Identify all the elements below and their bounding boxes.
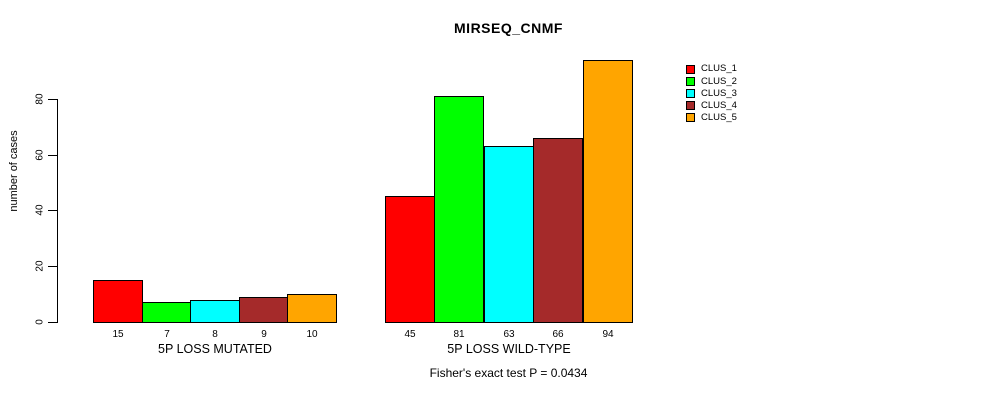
legend-label: CLUS_1 [701, 63, 737, 75]
x-axis-group-label: 5P LOSS MUTATED [158, 342, 272, 356]
y-axis-line [57, 99, 58, 323]
legend-item-clus_5: CLUS_5 [686, 112, 737, 124]
bar-value-label: 9 [261, 329, 267, 340]
legend-item-clus_3: CLUS_3 [686, 87, 737, 99]
legend-item-clus_2: CLUS_2 [686, 75, 737, 87]
legend-item-clus_1: CLUS_1 [686, 63, 737, 75]
y-axis-tick-label: 40 [34, 204, 46, 216]
legend-label: CLUS_4 [701, 99, 737, 111]
bar-5p-loss-wild-type-clus_2 [434, 96, 484, 323]
bar-5p-loss-wild-type-clus_3 [484, 146, 534, 323]
y-axis-tick [48, 322, 57, 323]
bar-5p-loss-wild-type-clus_1 [385, 196, 435, 323]
bar-value-label: 63 [503, 329, 515, 340]
bar-5p-loss-wild-type-clus_4 [533, 138, 583, 323]
bar-value-label: 10 [306, 329, 318, 340]
y-axis-tick-label: 80 [34, 93, 46, 105]
bar-value-label: 8 [212, 329, 218, 340]
legend: CLUS_1 CLUS_2 CLUS_3 CLUS_4 CLUS_5 [686, 63, 737, 124]
legend-item-clus_4: CLUS_4 [686, 100, 737, 112]
y-axis-tick-label: 20 [34, 260, 46, 272]
legend-swatch-icon [686, 113, 695, 123]
bar-value-label: 7 [164, 329, 170, 340]
y-axis-tick [48, 210, 57, 211]
bar-5p-loss-mutated-clus_5 [287, 294, 337, 323]
legend-swatch-icon [686, 76, 695, 86]
bar-5p-loss-mutated-clus_2 [142, 302, 192, 323]
bar-5p-loss-mutated-clus_3 [190, 300, 240, 323]
bar-5p-loss-mutated-clus_1 [93, 280, 143, 323]
bar-value-label: 94 [602, 329, 614, 340]
legend-label: CLUS_2 [701, 75, 737, 87]
y-axis-tick [48, 155, 57, 156]
bar-value-label: 45 [404, 329, 416, 340]
legend-swatch-icon [686, 101, 695, 111]
y-axis-tick [48, 99, 57, 100]
fisher-test-caption: Fisher's exact test P = 0.0434 [429, 366, 588, 380]
legend-swatch-icon [686, 64, 695, 74]
y-axis-tick-label: 60 [34, 149, 46, 161]
chart-title: MIRSEQ_CNMF [454, 20, 563, 36]
y-axis-tick [48, 266, 57, 267]
bar-value-label: 81 [453, 329, 465, 340]
legend-label: CLUS_5 [701, 112, 737, 124]
bar-5p-loss-mutated-clus_4 [239, 297, 289, 323]
bar-5p-loss-wild-type-clus_5 [583, 60, 633, 323]
y-axis-label: number of cases [8, 130, 20, 212]
legend-swatch-icon [686, 88, 695, 98]
y-axis-tick-label: 0 [34, 319, 46, 325]
legend-label: CLUS_3 [701, 87, 737, 99]
bar-value-label: 66 [552, 329, 564, 340]
bar-value-label: 15 [112, 329, 124, 340]
x-axis-group-label: 5P LOSS WILD-TYPE [447, 342, 571, 356]
